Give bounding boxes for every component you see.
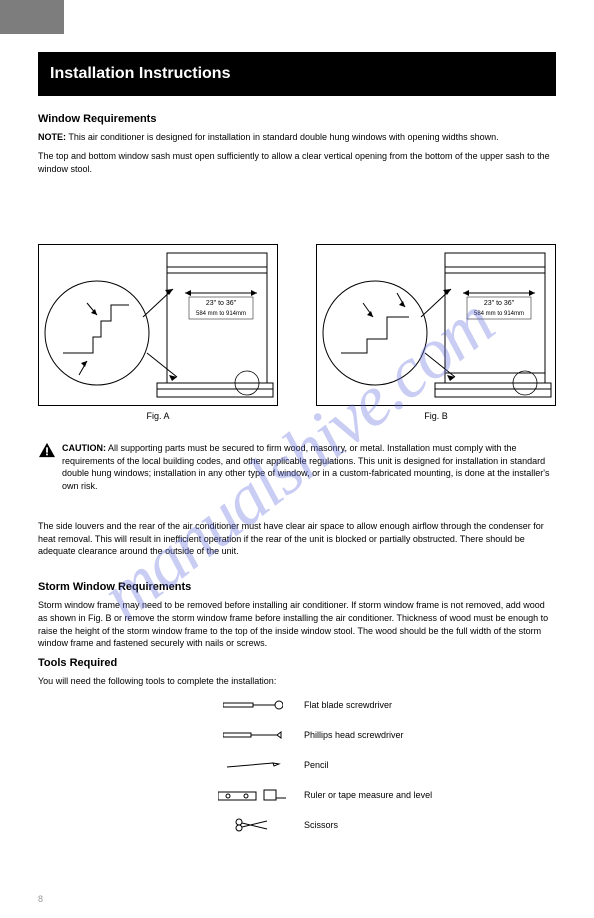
- scissors-icon: [218, 816, 288, 834]
- storm-heading: Storm Window Requirements: [38, 580, 556, 595]
- caption-b: Fig. B: [317, 411, 555, 421]
- intro-block: Window Requirements NOTE: This air condi…: [38, 112, 556, 175]
- figure-a-svg: 23" to 36" 584 mm to 914mm: [39, 245, 279, 407]
- intro-note: NOTE: This air conditioner is designed f…: [38, 131, 556, 144]
- fig-a-mm: 584 mm to 914mm: [196, 311, 246, 317]
- tools-list: Flat blade screwdriver Phillips head scr…: [218, 696, 556, 834]
- figure-b: 23" to 36" 584 mm to 914mm Fig. B: [316, 244, 556, 406]
- screwdriver-flat-icon: [218, 696, 288, 714]
- tools-heading: Tools Required: [38, 656, 556, 671]
- section-title: Installation Instructions: [50, 65, 230, 82]
- caution-label: CAUTION:: [62, 443, 106, 453]
- figure-a: 23" to 36" 584 mm to 914mm Fig. A: [38, 244, 278, 406]
- tool-row: Ruler or tape measure and level: [218, 786, 556, 804]
- caution-text: CAUTION: All supporting parts must be se…: [62, 442, 556, 492]
- tool-label: Scissors: [304, 819, 338, 832]
- note-body: This air conditioner is designed for ins…: [68, 132, 498, 142]
- caution-body: All supporting parts must be secured to …: [62, 443, 550, 491]
- page-number: 8: [38, 894, 43, 904]
- page-tab: [0, 0, 64, 34]
- tools-block: Tools Required You will need the followi…: [38, 656, 556, 834]
- mid-block: The side louvers and the rear of the air…: [38, 520, 556, 558]
- tool-label: Pencil: [304, 759, 329, 772]
- tool-label: Flat blade screwdriver: [304, 699, 392, 712]
- fig-b-mm: 584 mm to 914mm: [474, 311, 524, 317]
- tool-label: Phillips head screwdriver: [304, 729, 404, 742]
- storm-block: Storm Window Requirements Storm window f…: [38, 580, 556, 650]
- pencil-icon: [218, 756, 288, 774]
- storm-body: Storm window frame may need to be remove…: [38, 599, 556, 649]
- diagram-row: 23" to 36" 584 mm to 914mm Fig. A: [38, 244, 556, 406]
- tool-row: Phillips head screwdriver: [218, 726, 556, 744]
- level-tape-icon: [218, 786, 288, 804]
- note-label: NOTE:: [38, 132, 66, 142]
- fig-b-range: 23" to 36": [484, 300, 515, 307]
- mid-body: The side louvers and the rear of the air…: [38, 520, 556, 558]
- intro-body2: The top and bottom window sash must open…: [38, 150, 556, 175]
- screwdriver-phillips-icon: [218, 726, 288, 744]
- tool-row: Flat blade screwdriver: [218, 696, 556, 714]
- caution-row: CAUTION: All supporting parts must be se…: [38, 442, 556, 492]
- tool-label: Ruler or tape measure and level: [304, 789, 432, 802]
- tool-row: Scissors: [218, 816, 556, 834]
- fig-a-range: 23" to 36": [206, 300, 237, 307]
- warning-icon: [38, 442, 56, 458]
- caption-a: Fig. A: [39, 411, 277, 421]
- figure-b-svg: 23" to 36" 584 mm to 914mm: [317, 245, 557, 407]
- tools-body: You will need the following tools to com…: [38, 675, 556, 688]
- window-req-heading: Window Requirements: [38, 112, 556, 127]
- section-title-bar: Installation Instructions: [38, 52, 556, 96]
- tool-row: Pencil: [218, 756, 556, 774]
